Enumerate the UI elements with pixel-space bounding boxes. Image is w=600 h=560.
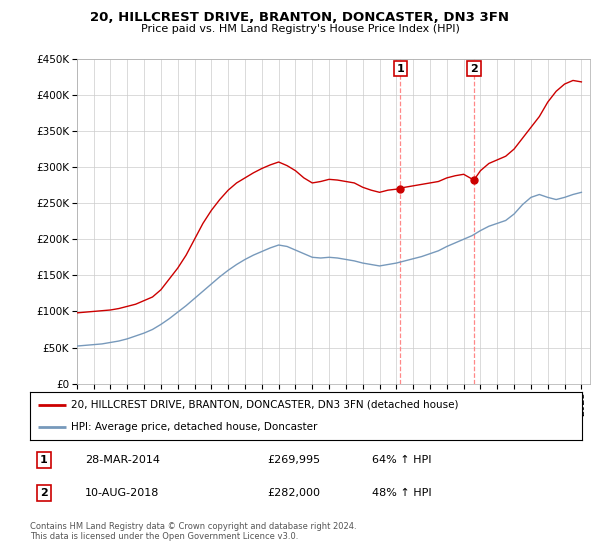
Text: HPI: Average price, detached house, Doncaster: HPI: Average price, detached house, Donc… <box>71 422 318 432</box>
Text: 48% ↑ HPI: 48% ↑ HPI <box>372 488 432 498</box>
Text: £269,995: £269,995 <box>268 455 320 465</box>
Text: 10-AUG-2018: 10-AUG-2018 <box>85 488 160 498</box>
Text: 20, HILLCREST DRIVE, BRANTON, DONCASTER, DN3 3FN: 20, HILLCREST DRIVE, BRANTON, DONCASTER,… <box>91 11 509 24</box>
Text: 20, HILLCREST DRIVE, BRANTON, DONCASTER, DN3 3FN (detached house): 20, HILLCREST DRIVE, BRANTON, DONCASTER,… <box>71 400 459 410</box>
Text: Contains HM Land Registry data © Crown copyright and database right 2024.
This d: Contains HM Land Registry data © Crown c… <box>30 522 356 542</box>
Text: 1: 1 <box>397 64 404 74</box>
Text: £282,000: £282,000 <box>268 488 320 498</box>
Text: 28-MAR-2014: 28-MAR-2014 <box>85 455 160 465</box>
Text: Price paid vs. HM Land Registry's House Price Index (HPI): Price paid vs. HM Land Registry's House … <box>140 24 460 34</box>
Text: 2: 2 <box>40 488 47 498</box>
Text: 2: 2 <box>470 64 478 74</box>
Text: 1: 1 <box>40 455 47 465</box>
Text: 64% ↑ HPI: 64% ↑ HPI <box>372 455 432 465</box>
